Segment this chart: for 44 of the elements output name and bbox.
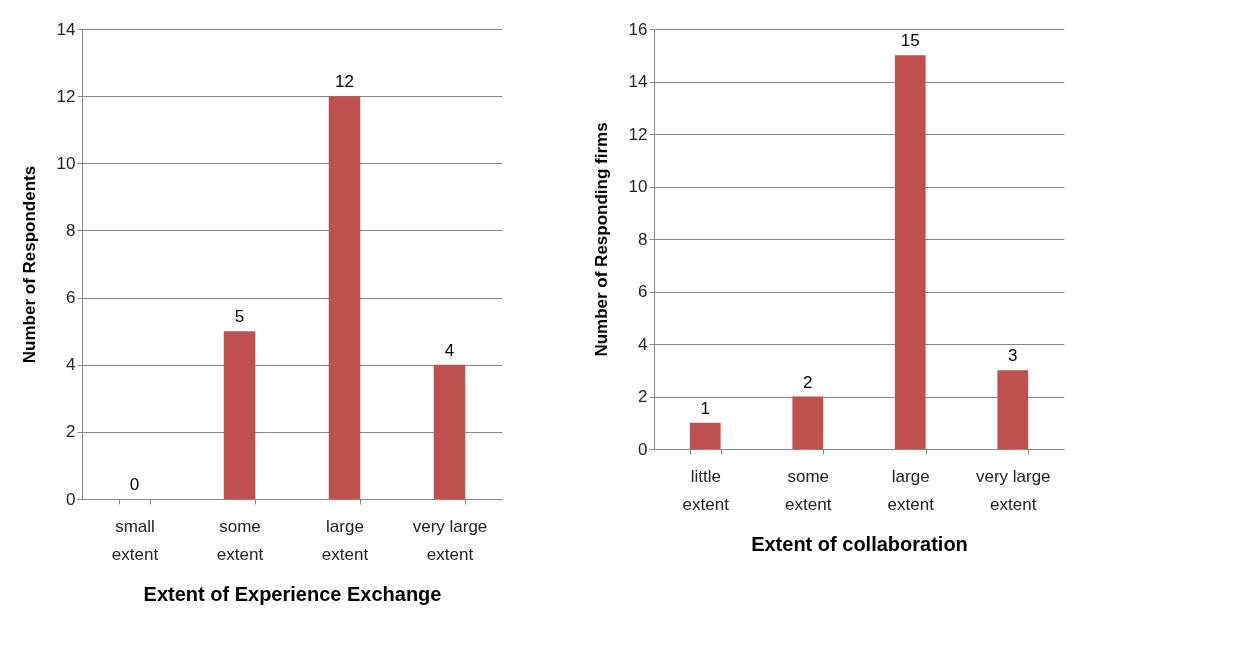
data-label: 12: [335, 72, 354, 92]
bar: [792, 396, 824, 449]
x-tick-label: some extent: [216, 516, 264, 564]
y-tick-label: 8: [66, 220, 76, 240]
bar: [894, 55, 926, 449]
y-tick-label: 12: [56, 86, 76, 106]
y-tick-label: 10: [628, 177, 648, 196]
y-axis-title: Number of Respondents: [19, 165, 39, 364]
data-label: 15: [900, 31, 920, 51]
x-tick-label: very large extent: [975, 466, 1051, 514]
data-label: 5: [234, 307, 245, 327]
y-tick-label: 0: [638, 439, 648, 459]
y-tick-label: 10: [56, 153, 76, 173]
y-tick-label: 0: [66, 489, 76, 509]
bar: [997, 370, 1029, 449]
bar: [433, 364, 466, 499]
x-tick-label: large extent: [321, 516, 369, 564]
data-label: 4: [444, 340, 455, 360]
data-label: 0: [129, 475, 140, 494]
y-axis-title: Number of Responding firms: [591, 122, 611, 357]
y-tick-label: 2: [66, 422, 76, 442]
bar: [689, 422, 721, 449]
y-tick-label: 14: [56, 19, 76, 39]
y-tick-label: 6: [638, 282, 648, 301]
x-axis-title: Extent of Experience Exchange: [143, 582, 442, 605]
y-tick-label: 2: [638, 387, 648, 406]
x-tick-label: large extent: [887, 466, 935, 514]
x-tick-label: very large extent: [412, 516, 488, 564]
y-tick-label: 12: [628, 124, 648, 144]
x-axis-title: Extent of collaboration: [751, 532, 968, 555]
y-tick-label: 14: [628, 72, 648, 91]
bar: [223, 331, 256, 499]
x-tick-label: some extent: [785, 466, 832, 514]
y-tick-label: 8: [638, 229, 648, 249]
data-label: 3: [1008, 346, 1018, 366]
y-tick-label: 6: [66, 288, 76, 308]
data-label: 1: [700, 398, 710, 418]
data-label: 2: [803, 372, 813, 392]
y-tick-label: 16: [628, 19, 648, 39]
bar: [328, 96, 361, 499]
y-tick-label: 4: [66, 355, 76, 375]
x-tick-label: small extent: [111, 516, 159, 564]
y-tick-label: 4: [638, 334, 648, 354]
x-tick-label: little extent: [682, 466, 730, 514]
